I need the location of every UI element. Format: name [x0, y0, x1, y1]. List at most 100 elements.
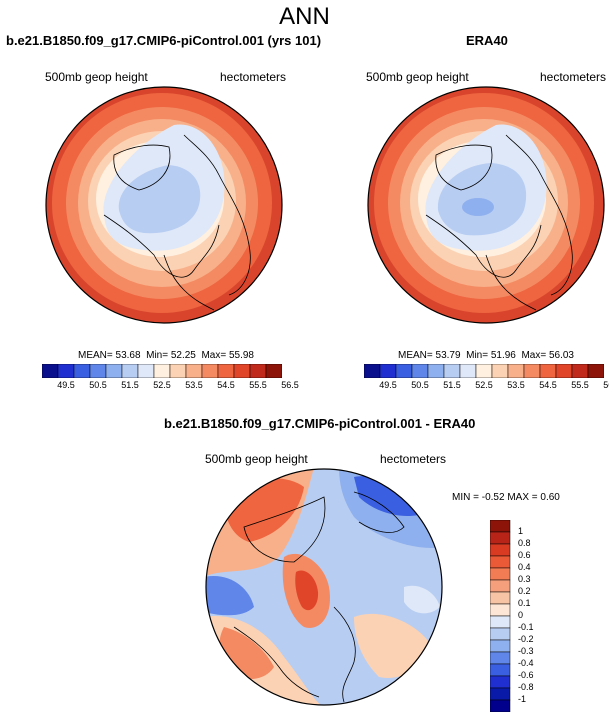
panel1-units: hectometers — [220, 70, 287, 84]
panel1-colorbar-swatch — [57, 364, 75, 378]
panel1-colorbar-labels: 49.5 50.5 51.5 52.5 53.5 54.5 55.5 56.5 — [42, 380, 299, 392]
panel1-colorbar-swatch — [185, 364, 203, 378]
panel1-colorbar-swatch — [217, 364, 235, 378]
panel2-colorbar-swatch — [395, 364, 413, 378]
panel3-region-se — [354, 613, 429, 678]
panel3-colorbar-tick-label: 0.4 — [518, 562, 531, 572]
panel2-band-low3 — [462, 198, 494, 216]
panel1-colorbar-swatch — [89, 364, 107, 378]
panel2-colorbar-tick-label: 54.5 — [539, 380, 557, 390]
panel3-map-border — [205, 468, 443, 706]
panel2-coastline-d — [485, 254, 537, 311]
panel3-colorbar-labels: 1 0.8 0.6 0.4 0.3 0.2 0.1 0 -0.1 -0.2 -0.3 -0.4 -0.6… — [518, 520, 558, 712]
panel3-colorbar-tick-label: 0.8 — [518, 538, 531, 548]
panel3-colorbar-swatch — [490, 663, 511, 677]
panel3-colorbar-tick-label: 0.6 — [518, 550, 531, 560]
panel3-colorbar-swatch — [490, 555, 511, 569]
panel3-colorbar-swatch — [490, 651, 511, 665]
panel1-title: b.e21.B1850.f09_g17.CMIP6-piControl.001 … — [6, 33, 322, 48]
panel3-colorbar-swatch — [490, 675, 511, 689]
panel3-colorbar-swatch — [490, 531, 511, 545]
panel2-colorbar-swatch — [507, 364, 525, 378]
panel1-colorbar-tick-label: 51.5 — [121, 380, 139, 390]
panel2-colorbar — [364, 364, 604, 378]
panel3-colorbar-swatch — [490, 591, 511, 605]
main-title: ANN — [279, 3, 330, 30]
panel1-colorbar-swatch — [249, 364, 267, 378]
panel3-colorbar-tick-label: -1 — [518, 694, 527, 704]
panel1-colorbar-tick-label: 50.5 — [89, 380, 107, 390]
panel3-colorbar-tick-label: -0.6 — [518, 670, 534, 680]
panel1-colorbar-swatch — [265, 364, 282, 378]
panel2-colorbar-labels: 49.5 50.5 51.5 52.5 53.5 54.5 55.5 56.5 — [364, 380, 609, 392]
panel3-region-e — [404, 585, 440, 614]
panel3-colorbar-swatch — [490, 543, 511, 557]
panel3-coastline-d — [353, 491, 405, 533]
panel2-polar-map — [367, 86, 605, 324]
panel1-colorbar-swatch — [73, 364, 91, 378]
panel3-colorbar-swatch — [490, 699, 511, 712]
panel2-colorbar-tick-label: 56.5 — [603, 380, 609, 390]
panel2-colorbar-tick-label: 55.5 — [571, 380, 589, 390]
panel2-colorbar-swatch — [459, 364, 477, 378]
panel2-colorbar-tick-label: 52.5 — [475, 380, 493, 390]
panel3-colorbar-swatch — [490, 520, 511, 533]
panel1-map-border — [45, 86, 283, 324]
panel1-colorbar-tick-label: 54.5 — [217, 380, 235, 390]
panel2-var-label: 500mb geop height — [366, 70, 469, 84]
panel1-coastline-b — [103, 214, 220, 278]
panel3-region-w — [206, 576, 254, 616]
panel2-colorbar-swatch — [364, 364, 381, 378]
panel3-colorbar-swatch — [490, 639, 511, 653]
panel3-colorbar-swatch — [490, 579, 511, 593]
panel3-coastline-c — [333, 606, 356, 703]
panel1-band-low2 — [118, 165, 201, 234]
panel1-colorbar-swatch — [153, 364, 171, 378]
panel1-colorbar-swatch — [233, 364, 251, 378]
panel2-colorbar-swatch — [443, 364, 461, 378]
panel1-coastline-a — [113, 144, 171, 191]
panel2-colorbar-swatch — [475, 364, 493, 378]
panel2-colorbar-swatch — [587, 364, 604, 378]
panel1-colorbar-swatch — [137, 364, 155, 378]
panel3-colorbar-tick-label: 0.2 — [518, 586, 531, 596]
panel3-colorbar-swatch — [490, 567, 511, 581]
panel3-units: hectometers — [380, 452, 447, 466]
panel1-colorbar-tick-label: 56.5 — [281, 380, 299, 390]
panel2-coastline-a — [435, 144, 493, 191]
panel3-colorbar-tick-label: 0 — [518, 610, 524, 620]
panel1-polar-map — [45, 86, 283, 324]
panel3-coastline-a — [243, 496, 326, 563]
panel3-var-label: 500mb geop height — [205, 452, 308, 466]
panel2-coastline-c — [505, 134, 573, 296]
panel1-colorbar-tick-label: 53.5 — [185, 380, 203, 390]
panel1-coastline-c — [183, 134, 251, 296]
panel2-title: ERA40 — [466, 33, 508, 48]
panel2-colorbar-swatch — [427, 364, 445, 378]
panel2-colorbar-swatch — [379, 364, 397, 378]
panel3-polar-map — [205, 468, 443, 706]
panel1-colorbar-swatch — [169, 364, 187, 378]
panel3-colorbar-tick-label: 0.1 — [518, 598, 531, 608]
panel2-colorbar-tick-label: 51.5 — [443, 380, 461, 390]
panel3-colorbar-tick-label: 1 — [518, 526, 524, 536]
panel1-colorbar-swatch — [121, 364, 139, 378]
panel2-colorbar-swatch — [539, 364, 557, 378]
panel2-colorbar-swatch — [411, 364, 429, 378]
panel2-colorbar-tick-label: 50.5 — [411, 380, 429, 390]
panel2-coastline-b — [425, 214, 542, 278]
panel2-colorbar-swatch — [523, 364, 541, 378]
panel3-colorbar-tick-label: -0.4 — [518, 658, 534, 668]
panel3-colorbar-tick-label: 0.3 — [518, 574, 531, 584]
panel1-colorbar-swatch — [42, 364, 59, 378]
panel3-colorbar-tick-label: -0.3 — [518, 646, 534, 656]
panel3-stats: MIN = -0.52 MAX = 0.60 — [452, 492, 560, 503]
panel3-region-center-core — [295, 570, 319, 611]
panel3-colorbar — [490, 520, 511, 712]
panel3-title: b.e21.B1850.f09_g17.CMIP6-piControl.001 … — [164, 416, 476, 431]
panel2-colorbar-tick-label: 49.5 — [379, 380, 397, 390]
panel1-colorbar-tick-label: 49.5 — [57, 380, 75, 390]
panel1-colorbar-tick-label: 52.5 — [153, 380, 171, 390]
panel2-colorbar-swatch — [555, 364, 573, 378]
panel3-colorbar-swatch — [490, 687, 511, 701]
